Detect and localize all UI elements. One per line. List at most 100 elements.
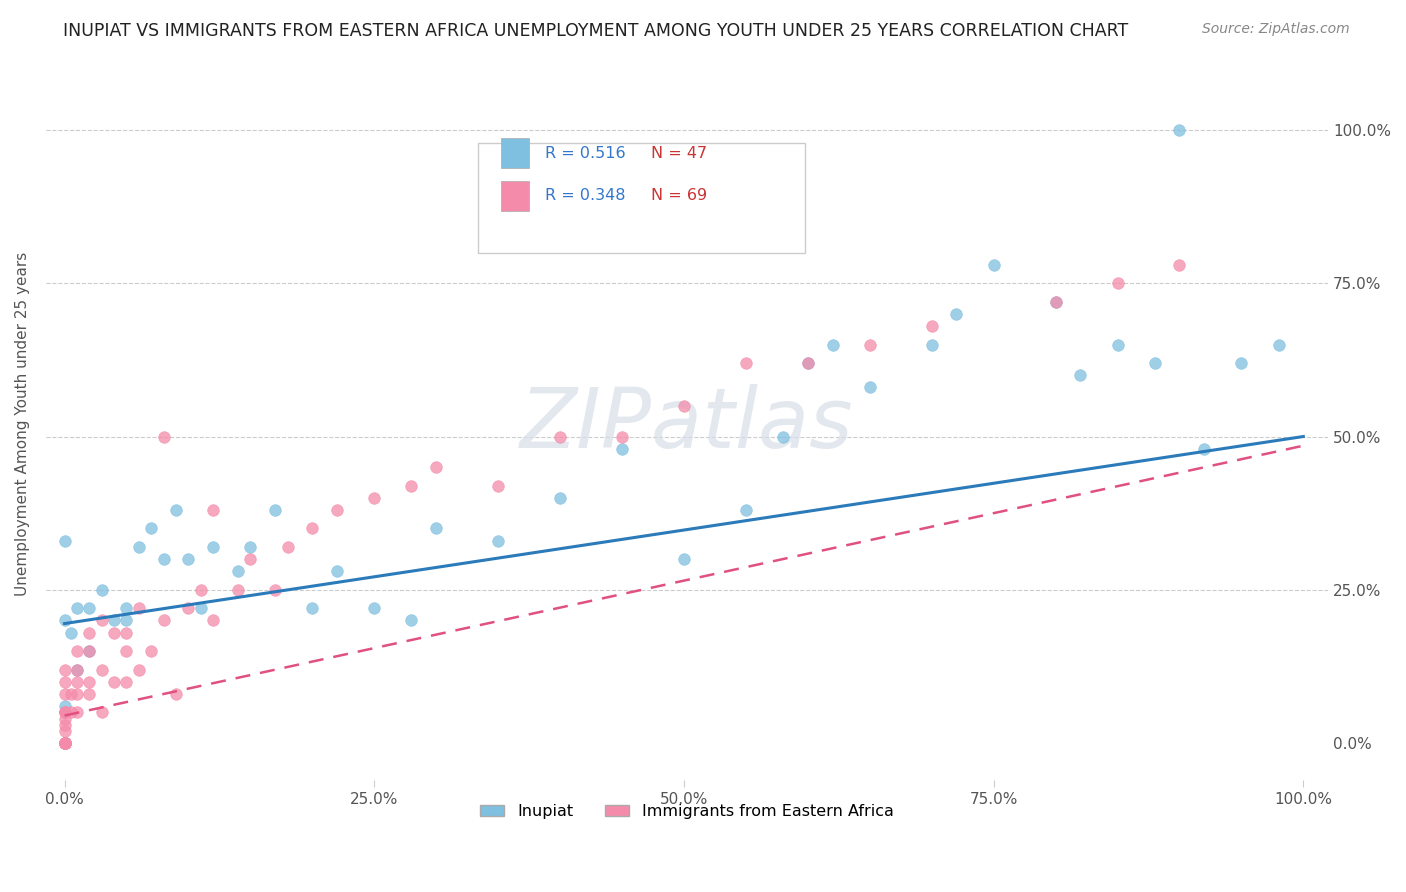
Point [202,540,225,554]
Point [610,429,633,443]
Point [301,521,323,535]
Point [202,503,225,517]
Point [141,521,163,535]
Point [859,380,882,394]
Point [1107,337,1129,351]
Point [103,674,125,689]
Y-axis label: Unemployment Among Youth under 25 years: Unemployment Among Youth under 25 years [15,252,30,597]
Point [1267,337,1289,351]
Point [53,723,76,738]
Text: N = 69: N = 69 [651,188,707,203]
Point [401,614,423,628]
Point [53,712,76,726]
Point [486,533,509,548]
Point [79,625,101,640]
Point [53,736,76,750]
Point [66,644,89,658]
Point [79,601,101,615]
Point [59,687,82,701]
Point [202,614,225,628]
Point [128,601,150,615]
Point [79,674,101,689]
Point [53,736,76,750]
Point [53,736,76,750]
Point [363,601,385,615]
FancyBboxPatch shape [478,144,806,253]
Point [115,644,138,658]
Point [735,356,758,370]
Point [277,540,299,554]
Point [53,706,76,720]
Point [66,663,89,677]
Text: Source: ZipAtlas.com: Source: ZipAtlas.com [1202,22,1350,37]
Point [53,663,76,677]
Point [152,552,174,566]
Point [177,601,200,615]
Point [821,337,844,351]
Point [115,625,138,640]
Point [921,319,943,334]
Point [190,601,212,615]
FancyBboxPatch shape [501,181,529,211]
Text: INUPIAT VS IMMIGRANTS FROM EASTERN AFRICA UNEMPLOYMENT AMONG YOUTH UNDER 25 YEAR: INUPIAT VS IMMIGRANTS FROM EASTERN AFRIC… [63,22,1129,40]
Point [363,491,385,505]
Point [53,706,76,720]
Point [735,503,758,517]
Text: R = 0.348: R = 0.348 [544,188,626,203]
Point [53,674,76,689]
Point [53,533,76,548]
Point [859,337,882,351]
Point [165,503,187,517]
Point [59,706,82,720]
Point [103,625,125,640]
Point [610,442,633,456]
Point [53,736,76,750]
Point [53,736,76,750]
Point [226,582,249,597]
Point [53,614,76,628]
Point [1230,356,1253,370]
Point [66,687,89,701]
Point [59,625,82,640]
Text: ZIPatlas: ZIPatlas [520,384,853,465]
Point [152,614,174,628]
Point [1168,123,1191,137]
Point [53,687,76,701]
Point [53,736,76,750]
Point [53,736,76,750]
Point [66,674,89,689]
Point [53,706,76,720]
Point [797,356,820,370]
Point [239,540,262,554]
Point [425,460,447,475]
Point [401,478,423,492]
Point [1168,258,1191,272]
Point [128,540,150,554]
Point [190,582,212,597]
Point [1143,356,1166,370]
Point [90,663,112,677]
Text: R = 0.516: R = 0.516 [544,145,626,161]
Point [165,687,187,701]
Point [79,687,101,701]
Point [103,614,125,628]
Point [921,337,943,351]
Point [53,736,76,750]
Point [301,601,323,615]
Point [548,491,571,505]
Point [90,582,112,597]
Point [548,429,571,443]
Point [425,521,447,535]
Point [115,601,138,615]
Point [53,718,76,732]
Point [326,565,349,579]
Point [53,706,76,720]
Point [672,399,695,413]
Point [152,429,174,443]
Point [772,429,794,443]
Point [264,582,287,597]
Point [264,503,287,517]
Point [177,552,200,566]
Point [79,644,101,658]
Point [226,565,249,579]
